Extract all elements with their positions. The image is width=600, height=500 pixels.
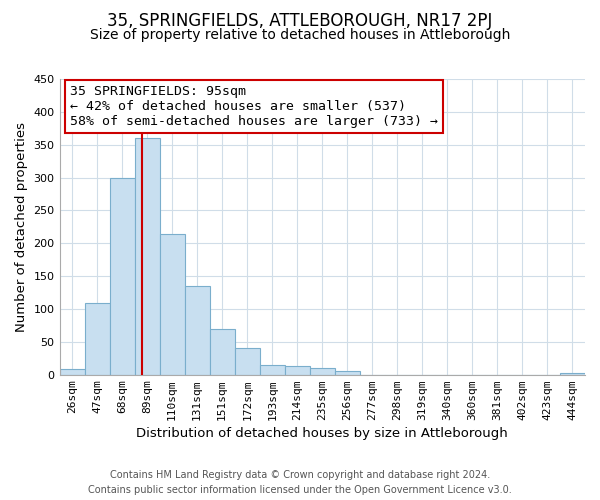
Bar [134,138,160,374]
X-axis label: Distribution of detached houses by size in Attleborough: Distribution of detached houses by size … [136,427,508,440]
Bar [260,365,285,374]
Bar [160,234,185,374]
Bar [185,286,209,374]
Bar [59,369,85,374]
Bar [310,368,335,374]
Bar [235,348,260,374]
Text: 35 SPRINGFIELDS: 95sqm
← 42% of detached houses are smaller (537)
58% of semi-de: 35 SPRINGFIELDS: 95sqm ← 42% of detached… [70,85,438,128]
Bar [209,328,235,374]
Text: Contains HM Land Registry data © Crown copyright and database right 2024.
Contai: Contains HM Land Registry data © Crown c… [88,470,512,495]
Y-axis label: Number of detached properties: Number of detached properties [15,122,28,332]
Bar [285,366,310,374]
Bar [85,303,110,374]
Bar [335,372,360,374]
Bar [110,178,134,374]
Text: Size of property relative to detached houses in Attleborough: Size of property relative to detached ho… [90,28,510,42]
Text: 35, SPRINGFIELDS, ATTLEBOROUGH, NR17 2PJ: 35, SPRINGFIELDS, ATTLEBOROUGH, NR17 2PJ [107,12,493,30]
Bar [560,372,585,374]
